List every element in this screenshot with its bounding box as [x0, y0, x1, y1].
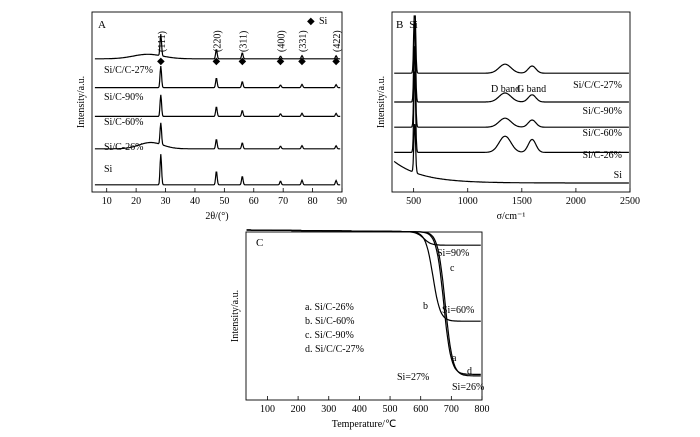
series-line — [94, 65, 341, 89]
panel-c-anno-si90: Si=90% — [437, 248, 469, 259]
panel-c-anno-si60: Si=60% — [442, 305, 474, 316]
panel-b-ticks: 500 1000 1500 2000 2500 — [406, 188, 640, 207]
annotation: D band — [491, 84, 520, 95]
panel-c-xlabel: Temperature/℃ — [332, 419, 396, 430]
panel-c-ylabel: Intensity/a.u. — [230, 290, 241, 342]
peak-label: (220) — [212, 30, 223, 52]
x-tick-label: 500 — [383, 404, 398, 415]
series-line — [394, 15, 629, 74]
panel-a-curves — [94, 34, 341, 186]
annotation: G band — [517, 84, 546, 95]
series-line — [94, 34, 341, 60]
panel-c-legend: a. Si/C-26% b. Si/C-60% c. Si/C-90% d. S… — [305, 302, 364, 355]
panel-b-ylabel: Intensity/a.u. — [376, 76, 387, 128]
panel-c-curves — [246, 229, 481, 377]
panel-c-ticks: 100 200 300 400 500 600 700 800 — [260, 396, 490, 415]
x-tick-label: 50 — [219, 196, 229, 207]
x-tick-label: 1000 — [458, 196, 478, 207]
x-tick-label: 800 — [475, 404, 490, 415]
x-tick-label: 20 — [131, 196, 141, 207]
series-line — [394, 71, 629, 153]
x-tick-label: 300 — [321, 404, 336, 415]
panel-c-frame — [245, 231, 483, 401]
series-label: Si — [104, 164, 113, 175]
peak-label: (331) — [298, 30, 309, 52]
peak-marker: ◆ — [238, 56, 246, 67]
x-tick-label: 2500 — [620, 196, 640, 207]
series-label: Si/C-26% — [583, 150, 622, 161]
series-label: Si/C-90% — [583, 106, 622, 117]
series-label: Si/C-26% — [104, 142, 143, 153]
panel-a-frame — [91, 11, 343, 193]
panel-a-xlabel: 2θ/(°) — [205, 211, 228, 222]
series-label: Si/C-90% — [104, 92, 143, 103]
x-tick-label: 60 — [249, 196, 259, 207]
panel-c-anno-si27: Si=27% — [397, 372, 429, 383]
series-line — [246, 229, 481, 375]
series-label: Si/C/C-27% — [573, 80, 622, 91]
panel-b-letter: B — [396, 19, 403, 31]
panel-c-label-d: d — [467, 366, 472, 377]
panel-a-ticks: 10 20 30 40 50 60 70 80 90 — [102, 188, 347, 207]
series-label: Si — [614, 170, 623, 181]
peak-marker: ◆ — [157, 56, 165, 67]
x-tick-label: 700 — [444, 404, 459, 415]
panel-c-anno-si26: Si=26% — [452, 382, 484, 393]
series-line — [94, 154, 341, 186]
series-line — [393, 123, 629, 184]
panel-a-letter: A — [98, 19, 106, 31]
panel-a-legend-label: Si — [319, 16, 328, 27]
x-tick-label: 80 — [308, 196, 318, 207]
panel-b-xlabel: σ/cm⁻¹ — [497, 211, 526, 222]
x-tick-label: 30 — [161, 196, 171, 207]
peak-marker: ◆ — [213, 56, 221, 67]
x-tick-label: 100 — [260, 404, 275, 415]
series-line — [394, 46, 629, 128]
x-tick-label: 600 — [413, 404, 428, 415]
peak-label: (111) — [157, 31, 168, 52]
panel-c-legend-line-b: b. Si/C-60% — [305, 316, 354, 327]
x-tick-label: 70 — [278, 196, 288, 207]
panel-c-legend-line-a: a. Si/C-26% — [305, 302, 354, 313]
peak-label: (311) — [238, 31, 249, 52]
peak-label: (422) — [332, 30, 343, 52]
panel-c-label-a: a — [452, 353, 457, 364]
panel-a-peaks: ◆ (111) ◆ (220) ◆ (311) ◆ (400) ◆ (331) ◆ (422) — [157, 30, 343, 67]
series-label: Si/C-60% — [583, 128, 622, 139]
x-tick-label: 2000 — [566, 196, 586, 207]
x-tick-label: 40 — [190, 196, 200, 207]
panel-c-label-b: b — [423, 301, 428, 312]
panel-a: A 2θ/(°) Intensity/a.u. ◆ Si 10 20 30 40 50 6… — [76, 11, 347, 222]
peak-label: (400) — [277, 30, 288, 52]
peak-marker: ◆ — [332, 56, 340, 67]
panel-a-series-labels: Si Si/C-26% Si/C-60% Si/C-90% Si/C/C-27% — [104, 65, 153, 175]
annotation: Si — [409, 20, 418, 31]
peak-marker: ◆ — [277, 56, 285, 67]
series-line — [94, 94, 341, 117]
series-label: Si/C/C-27% — [104, 65, 153, 76]
panel-a-ylabel: Intensity/a.u. — [76, 76, 87, 128]
panel-c-legend-line-d: d. Si/C/C-27% — [305, 344, 364, 355]
panel-b-series-labels: Si Si/C-26% Si/C-60% Si/C-90% Si/C/C-27% — [573, 80, 622, 181]
x-tick-label: 200 — [291, 404, 306, 415]
panel-c: C Temperature/℃ Intensity/a.u. a. Si/C-2… — [230, 229, 490, 430]
series-line — [394, 20, 629, 103]
peak-marker: ◆ — [298, 56, 306, 67]
series-line — [94, 122, 341, 150]
x-tick-label: 90 — [337, 196, 347, 207]
panel-c-label-c: c — [450, 263, 455, 274]
panel-c-letter: C — [256, 237, 263, 249]
panel-b-curves — [393, 15, 629, 184]
x-tick-label: 400 — [352, 404, 367, 415]
panel-b-frame — [391, 11, 631, 193]
series-label: Si/C-60% — [104, 117, 143, 128]
panel-c-legend-line-c: c. Si/C-90% — [305, 330, 354, 341]
panel-b: B σ/cm⁻¹ Intensity/a.u. 500 1000 1500 2000 2… — [376, 11, 640, 222]
x-tick-label: 500 — [406, 196, 421, 207]
x-tick-label: 1500 — [512, 196, 532, 207]
panel-a-legend-marker: ◆ — [307, 16, 315, 27]
x-tick-label: 10 — [102, 196, 112, 207]
